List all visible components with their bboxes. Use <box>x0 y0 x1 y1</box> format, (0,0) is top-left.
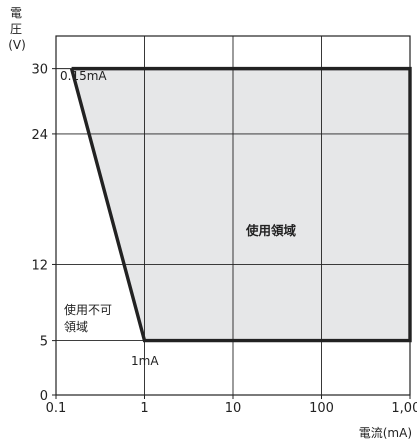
usable-region-fill <box>71 68 410 341</box>
x-tick-label-4: 1,000 <box>391 401 417 416</box>
x-axis-label: 電流(mA) <box>359 426 412 440</box>
annotation-0-15ma: 0.15mA <box>60 69 107 83</box>
unusable-region-label-line2: 領域 <box>64 319 88 334</box>
x-tick-label-2: 10 <box>225 401 242 416</box>
y-tick-label-4: 30 <box>31 63 48 78</box>
y-tick-label-1: 5 <box>40 335 48 350</box>
x-tick-label-3: 100 <box>309 401 334 416</box>
x-tick-label-1: 1 <box>140 401 148 416</box>
usable-region-label: 使用領域 <box>245 223 297 238</box>
y-tick-label-0: 0 <box>40 389 48 404</box>
y-axis-label-3: (V) <box>8 38 26 52</box>
y-tick-label-3: 24 <box>31 128 48 143</box>
usable-region-boundary <box>69 66 412 343</box>
x-tick-label-0: 0.1 <box>46 401 67 416</box>
annotation-1ma: 1mA <box>131 354 159 368</box>
y-axis-label-2: 圧 <box>10 22 22 36</box>
unusable-region-label-line1: 使用不可 <box>64 302 112 317</box>
y-tick-label-2: 12 <box>31 258 48 273</box>
y-axis-label-1: 電 <box>10 6 22 20</box>
